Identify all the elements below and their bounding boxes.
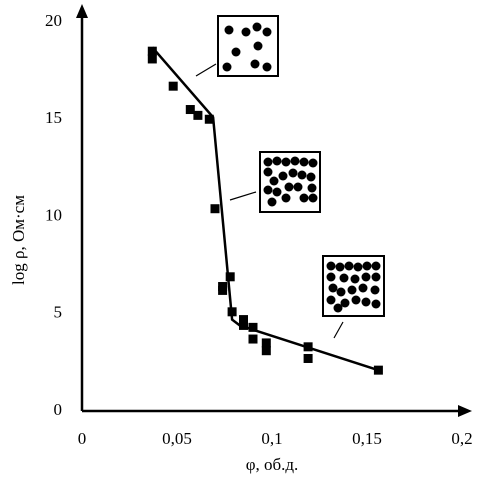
inset-particles [222,22,272,72]
inset-particles [263,156,318,207]
point [303,353,313,363]
x-axis-label: φ, об.д. [246,455,299,474]
point [168,81,178,91]
leader-line [195,63,217,77]
y-tick-label: 20 [45,11,62,30]
fit-line [151,46,379,372]
point [261,338,271,348]
y-tick-label: 15 [45,108,62,127]
point [204,114,214,124]
x-tick-label: 0 [78,429,87,448]
point [218,285,228,295]
x-tick-label: 0,05 [162,429,192,448]
point [193,110,203,120]
leader-line [333,321,344,339]
point [225,272,235,282]
point [210,204,220,214]
point [261,346,271,356]
y-tick-label: 5 [54,303,63,322]
point [147,46,157,56]
y-tick-label: 10 [45,205,62,224]
point [248,322,258,332]
x-tick-label: 0,15 [352,429,382,448]
x-tick-label: 0,1 [261,429,282,448]
insets [195,15,385,339]
point [147,54,157,64]
point [239,315,248,325]
y-axis-label: log ρ, Ом·см [9,195,28,285]
point [248,334,258,344]
inset-particles [326,261,381,313]
x-tick-label: 0,2 [451,429,472,448]
y-tick-label: 0 [54,400,63,419]
y-axis-arrow [76,4,88,18]
x-axis-arrow [458,405,472,417]
leader-line [229,191,257,201]
point [185,105,195,115]
axes [80,14,462,413]
